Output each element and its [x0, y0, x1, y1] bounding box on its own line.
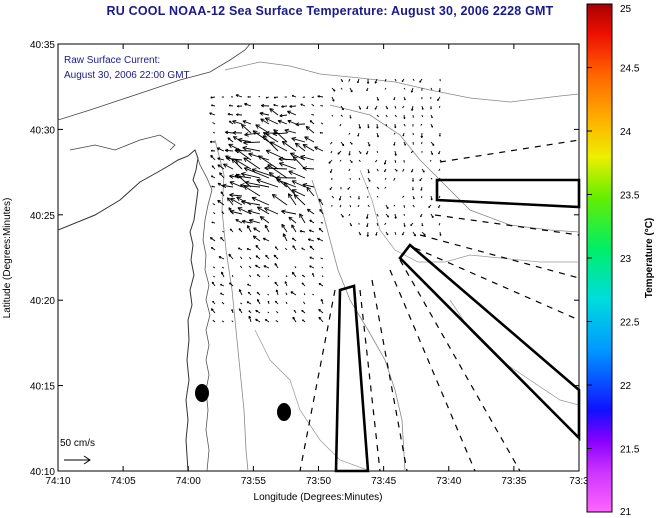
- colorbar-label: Temperature (°C): [644, 218, 655, 299]
- transect-lines: [299, 139, 580, 472]
- colorbar-tick-label: 23.5: [620, 191, 640, 202]
- colorbar-tick-label: 24: [620, 127, 632, 138]
- station-marker-1: [195, 384, 209, 402]
- y-tick-label: 40:10: [30, 467, 55, 478]
- x-axis-label: Longitude (Degrees:Minutes): [254, 492, 383, 503]
- x-tick-label: 73:55: [241, 476, 266, 487]
- x-tick-label: 73:35: [501, 476, 526, 487]
- scale-label: 50 cm/s: [60, 438, 96, 449]
- x-tick-label: 74:05: [111, 476, 136, 487]
- raw-current-label: Raw Surface Current:: [64, 55, 161, 66]
- isobath-3: [311, 179, 406, 471]
- colorbar-tick-label: 21.5: [620, 445, 640, 456]
- colorbar-tick-label: 21: [620, 507, 632, 518]
- isobath-1: [224, 61, 579, 103]
- scale-arrow: [64, 455, 91, 465]
- y-tick-label: 40:25: [30, 211, 55, 222]
- isobath-6: [254, 329, 371, 471]
- colorbar-tick-label: 23: [620, 254, 632, 265]
- y-axis-label: Latitude (Degrees:Minutes): [2, 198, 13, 319]
- station-marker-2: [277, 403, 291, 421]
- x-tick-label: 73:40: [436, 476, 461, 487]
- y-tick-label: 40:30: [30, 125, 55, 136]
- y-tick-label: 40:20: [30, 296, 55, 307]
- x-tick-label: 74:10: [45, 476, 70, 487]
- shoreline-2: [194, 149, 213, 471]
- colorbar-tick-label: 22: [620, 381, 632, 392]
- colorbar-tick-label: 24.5: [620, 64, 640, 75]
- surface-current-vectors: [209, 78, 443, 323]
- coastline: [58, 149, 199, 471]
- colorbar-tick-label: 25: [620, 4, 632, 15]
- isobath-4: [214, 139, 249, 471]
- map-title: RU COOL NOAA-12 Sea Surface Temperature:…: [106, 4, 554, 18]
- inlet-coast: [58, 44, 251, 121]
- x-tick-label: 73:45: [371, 476, 396, 487]
- raw-current-time: August 30, 2006 22:00 GMT: [64, 70, 190, 81]
- bay-coast: [69, 134, 176, 151]
- survey-boxes: [334, 178, 581, 473]
- colorbar-tick-label: 22.5: [620, 318, 640, 329]
- x-tick-label: 74:00: [176, 476, 201, 487]
- x-tick-label: 73:50: [306, 476, 331, 487]
- y-tick-label: 40:35: [30, 40, 55, 51]
- map-frame: [57, 43, 580, 472]
- x-tick-label: 73:3: [569, 476, 589, 487]
- y-tick-label: 40:15: [30, 382, 55, 393]
